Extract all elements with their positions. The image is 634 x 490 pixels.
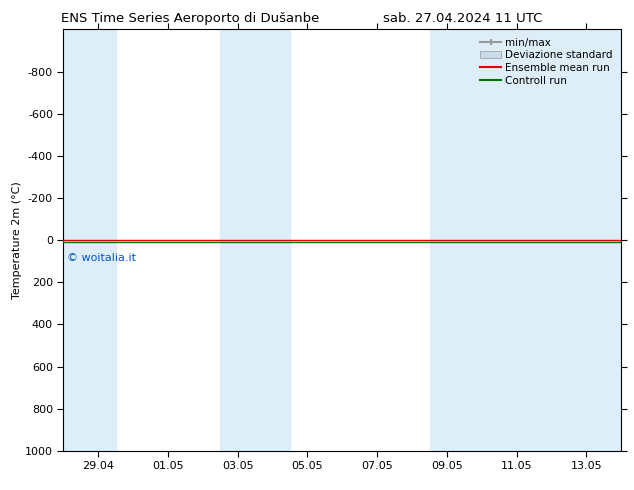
Bar — [63, 29, 115, 451]
Bar — [221, 29, 290, 451]
Text: ENS Time Series Aeroporto di Dušanbe: ENS Time Series Aeroporto di Dušanbe — [61, 12, 320, 25]
Legend: min/max, Deviazione standard, Ensemble mean run, Controll run: min/max, Deviazione standard, Ensemble m… — [477, 35, 616, 89]
Text: sab. 27.04.2024 11 UTC: sab. 27.04.2024 11 UTC — [383, 12, 543, 25]
Y-axis label: Temperature 2m (°C): Temperature 2m (°C) — [12, 181, 22, 299]
Text: © woitalia.it: © woitalia.it — [67, 253, 136, 263]
Bar — [429, 29, 621, 451]
